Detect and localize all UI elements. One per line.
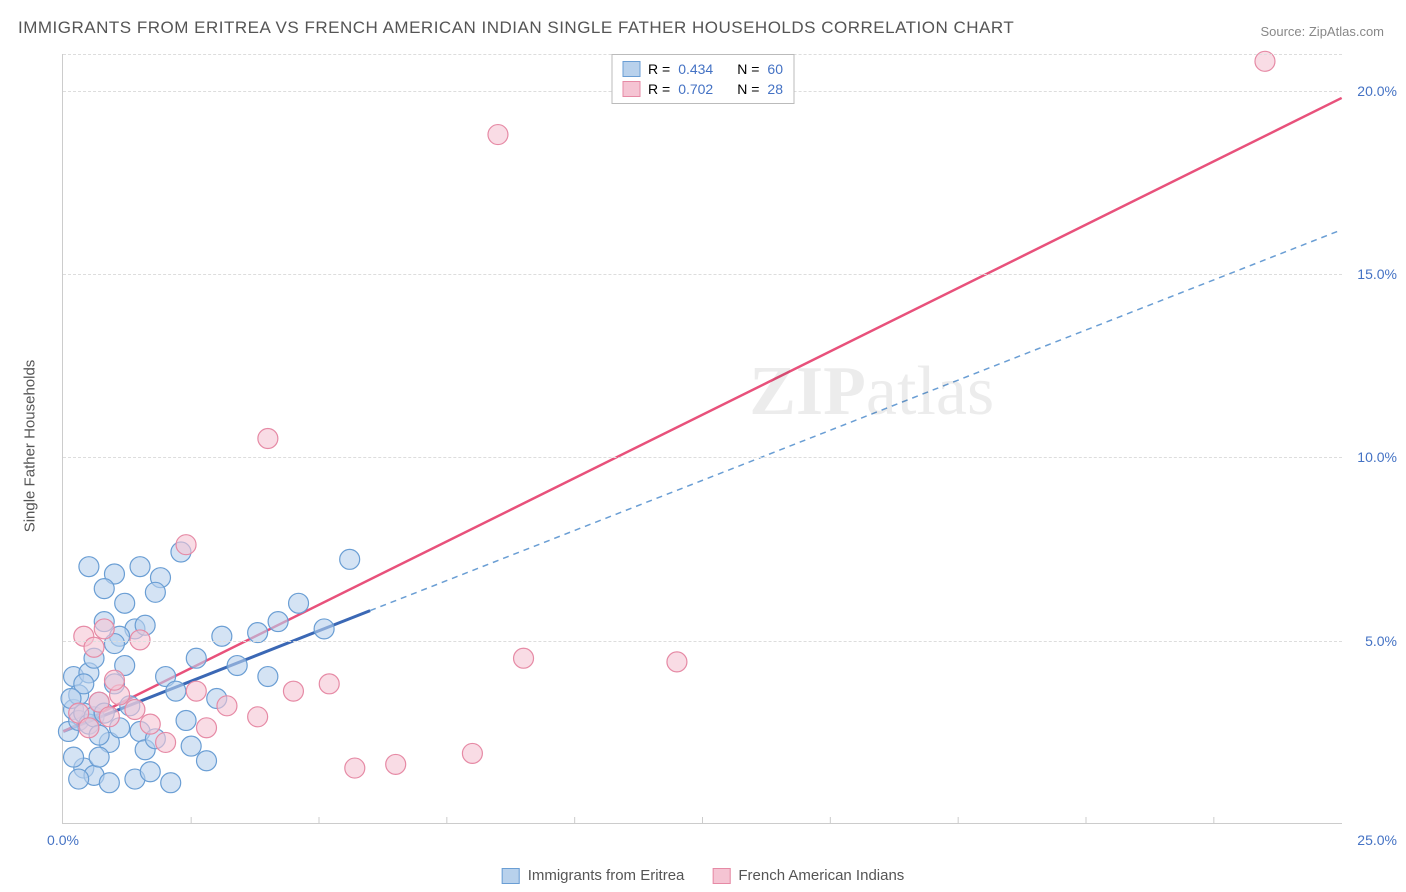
source-attribution: Source: ZipAtlas.com bbox=[1260, 24, 1384, 39]
legend-r-label: R = bbox=[648, 61, 670, 77]
y-tick-label: 5.0% bbox=[1347, 633, 1397, 649]
scatter-point-pink bbox=[462, 743, 482, 763]
scatter-point-pink bbox=[94, 619, 114, 639]
scatter-point-blue bbox=[69, 769, 89, 789]
legend-swatch-icon bbox=[502, 868, 520, 884]
scatter-point-pink bbox=[99, 707, 119, 727]
scatter-point-blue bbox=[314, 619, 334, 639]
legend-r-value-blue: 0.434 bbox=[678, 61, 713, 77]
legend-item-blue: Immigrants from Eritrea bbox=[502, 867, 685, 884]
scatter-point-blue bbox=[248, 623, 268, 643]
scatter-point-pink bbox=[104, 670, 124, 690]
scatter-point-pink bbox=[319, 674, 339, 694]
scatter-point-pink bbox=[156, 732, 176, 752]
y-tick-label: 20.0% bbox=[1347, 83, 1397, 99]
plot-area: R = 0.434 N = 60 R = 0.702 N = 28 5.0%10… bbox=[62, 54, 1342, 824]
scatter-point-pink bbox=[217, 696, 237, 716]
projection-line-blue bbox=[370, 230, 1342, 611]
scatter-point-blue bbox=[227, 656, 247, 676]
scatter-point-pink bbox=[345, 758, 365, 778]
gridline-h bbox=[63, 274, 1342, 275]
scatter-point-pink bbox=[79, 718, 99, 738]
scatter-point-blue bbox=[115, 593, 135, 613]
scatter-point-blue bbox=[99, 773, 119, 793]
legend-swatch-blue bbox=[622, 61, 640, 77]
scatter-point-blue bbox=[79, 557, 99, 577]
legend-swatch-pink bbox=[622, 81, 640, 97]
scatter-point-pink bbox=[176, 535, 196, 555]
scatter-point-blue bbox=[212, 626, 232, 646]
scatter-point-blue bbox=[89, 747, 109, 767]
scatter-point-blue bbox=[94, 579, 114, 599]
scatter-point-pink bbox=[667, 652, 687, 672]
legend-row-series1: R = 0.434 N = 60 bbox=[622, 59, 783, 79]
scatter-point-pink bbox=[140, 714, 160, 734]
y-tick-label: 10.0% bbox=[1347, 449, 1397, 465]
x-tick-label: 25.0% bbox=[1347, 832, 1397, 848]
scatter-point-blue bbox=[166, 681, 186, 701]
x-tick-label: 0.0% bbox=[47, 832, 79, 848]
scatter-point-blue bbox=[161, 773, 181, 793]
scatter-point-blue bbox=[130, 557, 150, 577]
scatter-point-pink bbox=[197, 718, 217, 738]
legend-n-label: N = bbox=[737, 61, 759, 77]
scatter-point-blue bbox=[268, 612, 288, 632]
scatter-point-pink bbox=[488, 125, 508, 145]
scatter-point-pink bbox=[283, 681, 303, 701]
scatter-point-blue bbox=[140, 762, 160, 782]
scatter-point-blue bbox=[289, 593, 309, 613]
scatter-point-blue bbox=[145, 582, 165, 602]
scatter-point-blue bbox=[181, 736, 201, 756]
gridline-h bbox=[63, 457, 1342, 458]
legend-item-pink: French American Indians bbox=[712, 867, 904, 884]
gridline-h bbox=[63, 641, 1342, 642]
scatter-point-blue bbox=[64, 747, 84, 767]
legend-correlation: R = 0.434 N = 60 R = 0.702 N = 28 bbox=[611, 54, 794, 104]
legend-n-value-blue: 60 bbox=[767, 61, 783, 77]
legend-label: Immigrants from Eritrea bbox=[528, 867, 685, 884]
legend-r-value-pink: 0.702 bbox=[678, 81, 713, 97]
legend-r-label: R = bbox=[648, 81, 670, 97]
legend-series: Immigrants from Eritrea French American … bbox=[502, 867, 905, 884]
scatter-point-blue bbox=[340, 549, 360, 569]
scatter-point-pink bbox=[125, 699, 145, 719]
scatter-point-pink bbox=[248, 707, 268, 727]
legend-swatch-icon bbox=[712, 868, 730, 884]
chart-title: IMMIGRANTS FROM ERITREA VS FRENCH AMERIC… bbox=[18, 18, 1014, 38]
scatter-point-blue bbox=[176, 710, 196, 730]
scatter-point-blue bbox=[197, 751, 217, 771]
scatter-point-blue bbox=[186, 648, 206, 668]
scatter-point-pink bbox=[386, 754, 406, 774]
scatter-point-pink bbox=[258, 429, 278, 449]
y-tick-label: 15.0% bbox=[1347, 266, 1397, 282]
scatter-point-blue bbox=[258, 667, 278, 687]
legend-n-value-pink: 28 bbox=[767, 81, 783, 97]
scatter-point-pink bbox=[186, 681, 206, 701]
legend-n-label: N = bbox=[737, 81, 759, 97]
scatter-point-pink bbox=[514, 648, 534, 668]
legend-row-series2: R = 0.702 N = 28 bbox=[622, 79, 783, 99]
chart-svg bbox=[63, 54, 1342, 823]
y-axis-title: Single Father Households bbox=[22, 360, 39, 533]
legend-label: French American Indians bbox=[738, 867, 904, 884]
